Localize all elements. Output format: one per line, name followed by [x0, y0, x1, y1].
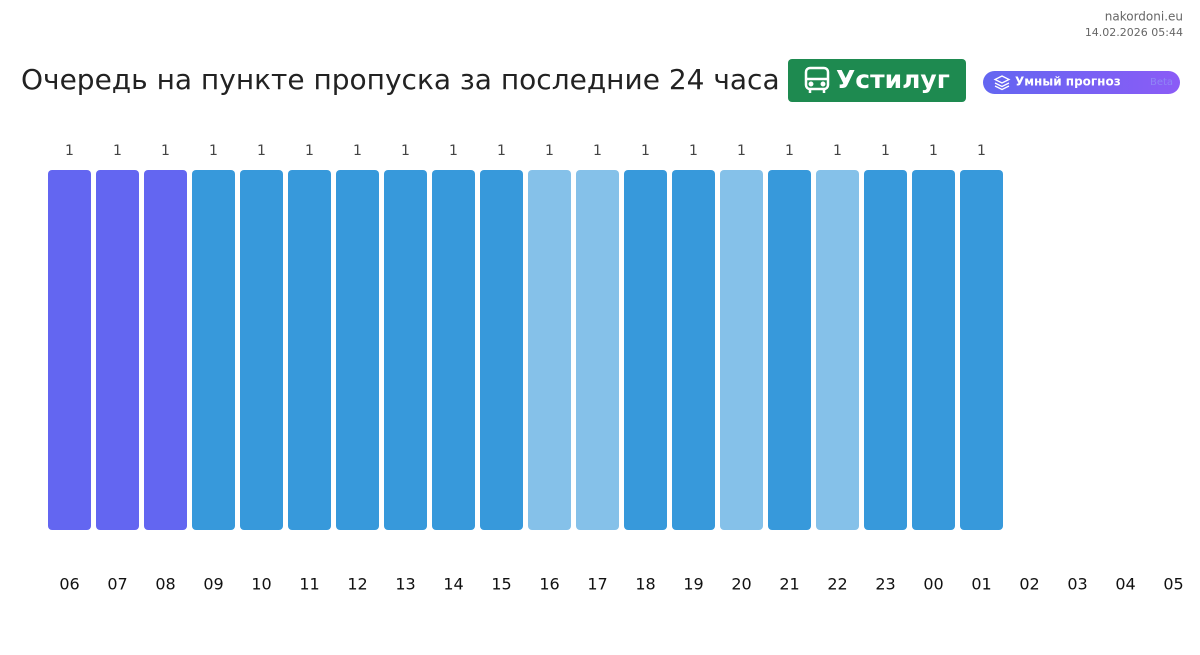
bar — [624, 170, 667, 530]
x-tick-label: 14 — [443, 575, 463, 594]
bar — [816, 170, 859, 530]
bar — [48, 170, 91, 530]
x-tick-label: 11 — [299, 575, 319, 594]
bar — [912, 170, 955, 530]
x-tick-label: 17 — [587, 575, 607, 594]
value-label: 1 — [161, 143, 170, 159]
bar — [288, 170, 331, 530]
value-label: 1 — [929, 143, 938, 159]
x-tick-label: 16 — [539, 575, 559, 594]
bar — [336, 170, 379, 530]
timestamp: 14.02.2026 05:44 — [1085, 26, 1183, 39]
value-label: 1 — [881, 143, 890, 159]
value-label: 1 — [785, 143, 794, 159]
x-tick-label: 01 — [971, 575, 991, 594]
x-tick-label: 10 — [251, 575, 271, 594]
value-label: 1 — [305, 143, 314, 159]
value-label: 1 — [833, 143, 842, 159]
value-label: 1 — [257, 143, 266, 159]
x-tick-label: 15 — [491, 575, 511, 594]
x-tick-label: 02 — [1019, 575, 1039, 594]
x-tick-label: 13 — [395, 575, 415, 594]
bar — [768, 170, 811, 530]
chart-title: Очередь на пункте пропуска за последние … — [21, 63, 780, 96]
x-tick-label: 06 — [59, 575, 79, 594]
x-tick-label: 05 — [1163, 575, 1183, 594]
x-tick-label: 09 — [203, 575, 223, 594]
value-label: 1 — [449, 143, 458, 159]
value-label: 1 — [65, 143, 74, 159]
x-tick-label: 20 — [731, 575, 751, 594]
x-tick-label: 08 — [155, 575, 175, 594]
bar — [240, 170, 283, 530]
bar — [864, 170, 907, 530]
x-tick-label: 22 — [827, 575, 847, 594]
value-label: 1 — [977, 143, 986, 159]
value-label: 1 — [401, 143, 410, 159]
x-tick-label: 19 — [683, 575, 703, 594]
bar — [528, 170, 571, 530]
x-tick-label: 03 — [1067, 575, 1087, 594]
x-tick-label: 23 — [875, 575, 895, 594]
bar — [96, 170, 139, 530]
x-tick-label: 00 — [923, 575, 943, 594]
badge-text: Устилуг — [836, 65, 950, 94]
bar — [672, 170, 715, 530]
value-label: 1 — [737, 143, 746, 159]
value-label: 1 — [593, 143, 602, 159]
site-name: nakordoni.eu — [1105, 10, 1183, 24]
badge-bg — [788, 59, 966, 102]
x-tick-label: 12 — [347, 575, 367, 594]
value-label: 1 — [545, 143, 554, 159]
value-label: 1 — [209, 143, 218, 159]
value-label: 1 — [641, 143, 650, 159]
beta-tag: Beta — [1150, 77, 1173, 88]
value-label: 1 — [353, 143, 362, 159]
x-tick-label: 18 — [635, 575, 655, 594]
bar — [960, 170, 1003, 530]
bar — [576, 170, 619, 530]
bus-icon — [804, 66, 830, 93]
value-label: 1 — [113, 143, 122, 159]
bar — [384, 170, 427, 530]
bar — [432, 170, 475, 530]
bar — [144, 170, 187, 530]
x-tick-label: 04 — [1115, 575, 1135, 594]
layers-icon — [993, 75, 1011, 91]
x-tick-label: 21 — [779, 575, 799, 594]
bar — [192, 170, 235, 530]
bar — [720, 170, 763, 530]
x-tick-label: 07 — [107, 575, 127, 594]
forecast-button[interactable] — [983, 71, 1180, 94]
forecast-button-text[interactable]: Умный прогноз — [1015, 75, 1121, 89]
bar — [480, 170, 523, 530]
value-label: 1 — [497, 143, 506, 159]
value-label: 1 — [689, 143, 698, 159]
